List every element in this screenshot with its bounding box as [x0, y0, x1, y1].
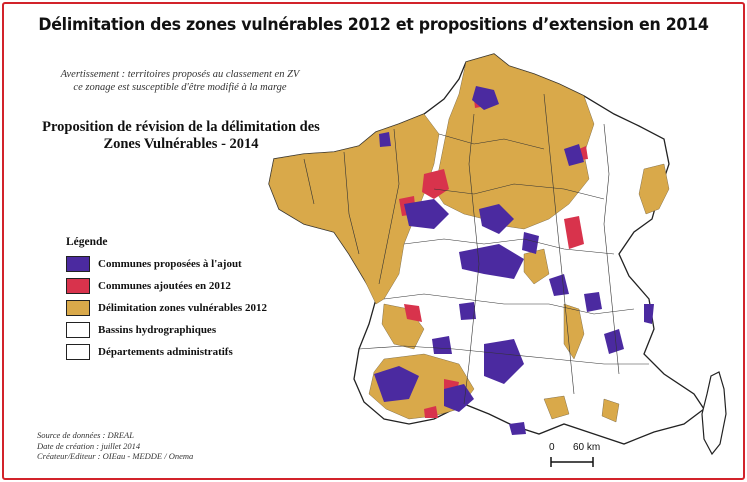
legend-item-basins: Bassins hydrographiques — [66, 319, 326, 341]
department-boundaries — [303, 93, 649, 405]
scale-distance-label: 60 km — [573, 442, 601, 453]
subtitle-line-2: Zones Vulnérables - 2014 — [103, 136, 259, 152]
warning-line-2: ce zonage est susceptible d'être modifié… — [73, 82, 287, 93]
creator-line: Créateur/Editeur : OIEau - MEDDE / Onema — [37, 451, 194, 461]
legend-item-proposed: Communes proposées à l'ajout — [66, 253, 326, 275]
legend-item-departments: Départements administratifs — [66, 341, 326, 363]
france-map — [268, 53, 727, 456]
legend-item-zv-2012: Délimitation zones vulnérables 2012 — [66, 297, 326, 319]
swatch-added-2012 — [66, 278, 90, 294]
scale-zero-label: 0 — [549, 442, 555, 453]
proposed-2014-layer — [374, 86, 654, 435]
map-title: Délimitation des zones vulnérables 2012 … — [38, 15, 709, 35]
warning-note: Avertissement : territoires proposés au … — [30, 68, 330, 94]
legend-label: Communes proposées à l'ajout — [98, 258, 242, 270]
legend-label: Communes ajoutées en 2012 — [98, 280, 231, 292]
swatch-zv-2012 — [66, 300, 90, 316]
map-subtitle: Proposition de révision de la délimitati… — [26, 119, 336, 153]
scale-bar-graphic — [550, 457, 594, 467]
legend-label: Délimitation zones vulnérables 2012 — [98, 302, 267, 314]
legend-title: Légende — [66, 236, 108, 248]
subtitle-line-1: Proposition de révision de la délimitati… — [42, 119, 320, 135]
swatch-proposed — [66, 256, 90, 272]
legend: Légende Communes proposées à l'ajout Com… — [66, 236, 326, 363]
warning-line-1: Avertissement : territoires proposés au … — [60, 69, 300, 80]
source-line: Source de données : DREAL — [37, 430, 134, 440]
sources-credits: Source de données : DREAL Date de créati… — [37, 430, 193, 462]
legend-label: Départements administratifs — [98, 346, 233, 358]
added-2012-layer — [399, 96, 588, 418]
legend-item-added-2012: Communes ajoutées en 2012 — [66, 275, 326, 297]
date-line: Date de création : juillet 2014 — [37, 440, 141, 451]
swatch-basins — [66, 322, 90, 338]
swatch-departments — [66, 344, 90, 360]
corsica-outline — [701, 371, 727, 456]
scale-bar: 0 60 km — [549, 442, 629, 472]
legend-label: Bassins hydrographiques — [98, 324, 217, 336]
